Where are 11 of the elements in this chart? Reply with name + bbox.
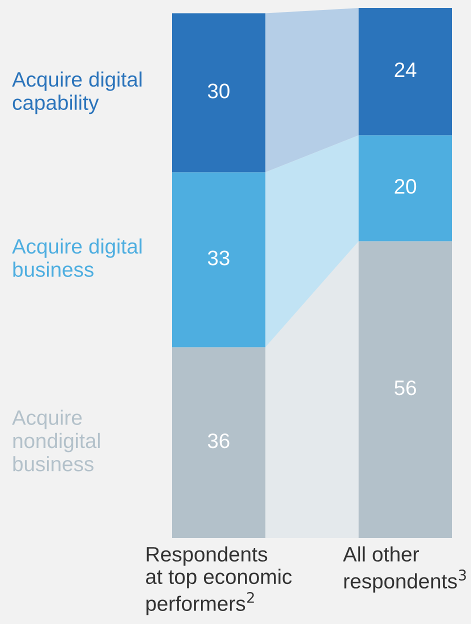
x-tick-label: Respondents at top economic performers$^{2}$	[146, 546, 292, 616]
data-label: 24	[394, 62, 416, 77]
data-label: 33	[208, 250, 230, 266]
series-label: Acquire digital business	[12, 238, 142, 277]
data-label: 56	[394, 380, 416, 396]
x-tick-label: All other respondents$^{3}$	[342, 546, 466, 593]
data-label: 20	[394, 179, 416, 194]
data-label: 30	[208, 84, 230, 98]
series-label: Acquire digital capability	[12, 71, 142, 114]
text: Acquire nondigital business	[12, 410, 100, 472]
data-label: 36	[208, 433, 230, 448]
